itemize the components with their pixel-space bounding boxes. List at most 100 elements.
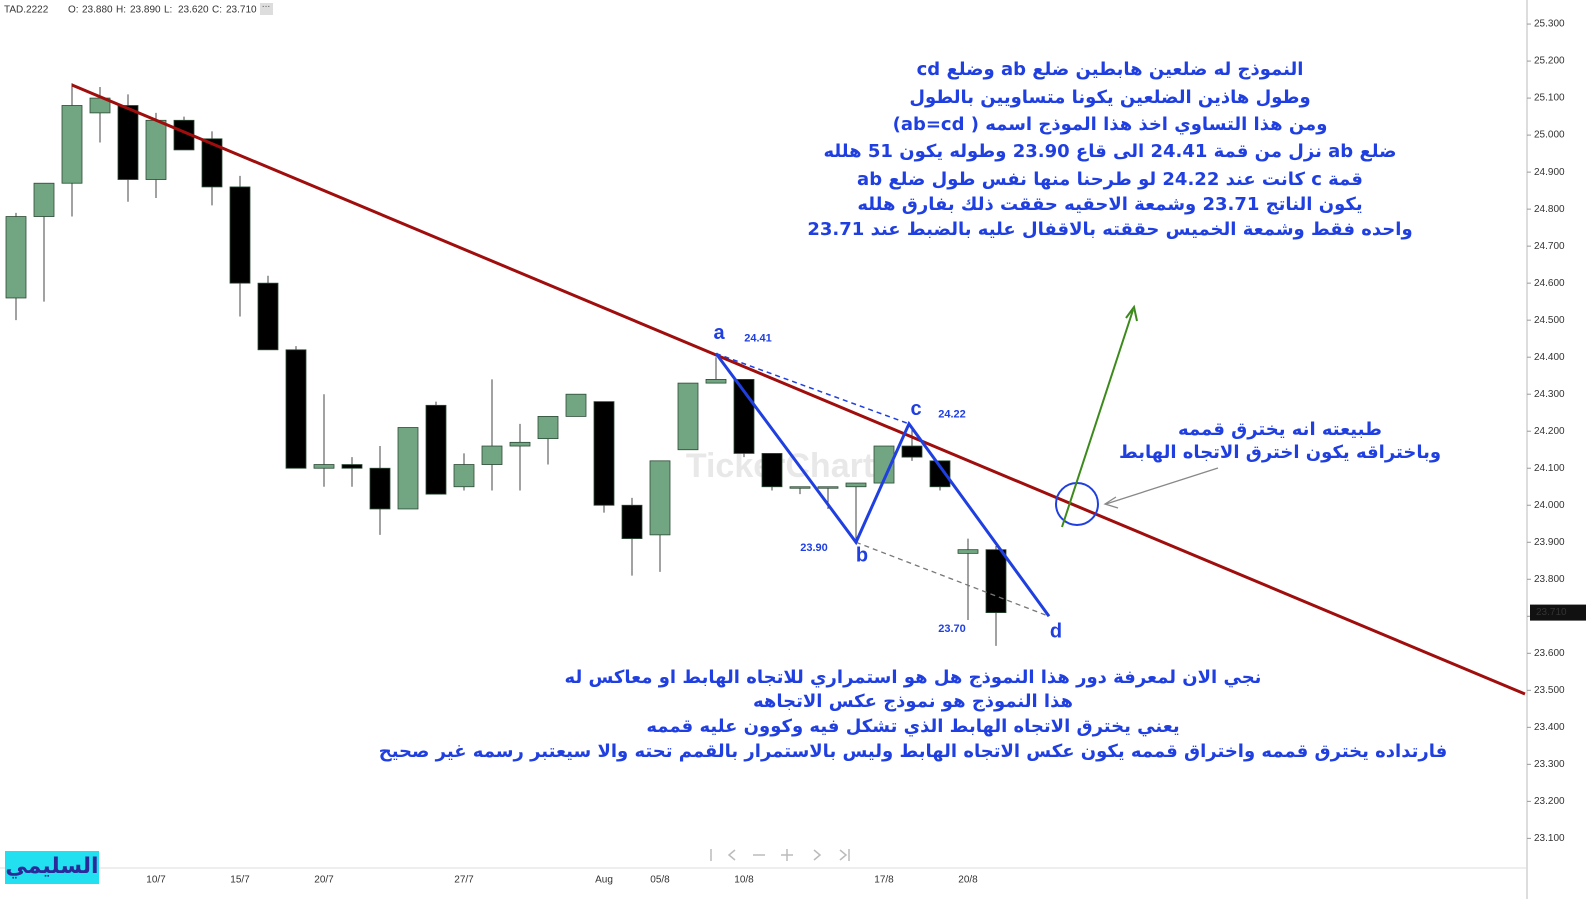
candle-body <box>649 460 671 536</box>
candle-body <box>145 119 167 180</box>
y-tick-label: 25.000 <box>1534 130 1565 141</box>
header: TAD.2222 ... O: 23.880 H: 23.890 L: 23.620 C: 2… <box>4 0 273 16</box>
header-value: 23.620 <box>178 5 209 16</box>
candle-body <box>761 453 783 488</box>
y-tick-label: 24.900 <box>1534 167 1565 178</box>
pattern-line <box>714 352 1051 618</box>
candle-body <box>425 404 447 495</box>
candle-body <box>285 349 307 469</box>
y-tick-label: 23.800 <box>1534 574 1565 585</box>
symbol: TAD.2222 <box>4 5 49 16</box>
candle-body <box>5 216 27 299</box>
up-arrow <box>1061 309 1134 528</box>
candle-body <box>313 464 335 469</box>
note-top: واحده فقط وشمعة الخميس حققته بالاقفال عل… <box>807 219 1412 240</box>
y-tick-label: 24.200 <box>1534 426 1565 437</box>
candle-body <box>481 445 503 465</box>
note-top: وطول هاذين الضلعين يكونا متساويين بالطول <box>909 87 1310 108</box>
candle-body <box>369 467 391 510</box>
note-top: النموذج له ضلعين هابطين ضلع ab وضلع cd <box>917 59 1304 80</box>
header-value: 23.890 <box>130 5 161 16</box>
candle-body <box>929 460 951 488</box>
header-value: 23.710 <box>226 5 257 16</box>
y-tick-label: 24.100 <box>1534 463 1565 474</box>
candles <box>5 83 1007 646</box>
candle-body <box>117 105 139 180</box>
candle-body <box>985 549 1007 613</box>
candle-body <box>201 138 223 188</box>
header-key: O: <box>68 5 79 16</box>
x-tick-label: 15/7 <box>230 875 250 886</box>
candle-body <box>397 427 419 510</box>
nav-right[interactable] <box>813 849 822 861</box>
y-tick-label: 24.800 <box>1534 204 1565 215</box>
dashed-ac <box>715 352 910 425</box>
note-top: ومن هذا التساوي اخذ هذا الموذج اسمه ( ab… <box>893 114 1328 135</box>
y-tick-label: 23.900 <box>1534 537 1565 548</box>
candle-body <box>61 105 83 184</box>
y-tick-label: 24.300 <box>1534 389 1565 400</box>
pattern-point-name: b <box>856 545 868 567</box>
signature: السليمي <box>5 854 98 879</box>
y-tick-label: 25.100 <box>1534 93 1565 104</box>
nav-left[interactable] <box>727 849 736 861</box>
note-bottom: هذا النموذج هو نموذج عكس الاتجاهه <box>753 691 1073 712</box>
header-value: 23.880 <box>82 5 113 16</box>
x-tick-label: 27/7 <box>454 875 474 886</box>
y-tick-label: 23.100 <box>1534 833 1565 844</box>
y-tick-label: 24.000 <box>1534 500 1565 511</box>
candle-body <box>229 186 251 284</box>
header-key: C: <box>212 5 222 16</box>
y-tick-label: 23.200 <box>1534 796 1565 807</box>
pattern: a 24.41 b 23.90 c 24.22 d 23.70 <box>713 322 1062 643</box>
x-tick-label: Aug <box>595 875 613 886</box>
note-bottom: فارتداده يخترق قممه واختراق قممه يكون عك… <box>379 741 1448 762</box>
candle-body <box>537 416 559 440</box>
y-tick-label: 24.400 <box>1534 352 1565 363</box>
x-tick-label: 20/7 <box>314 875 334 886</box>
candle-body <box>677 382 699 451</box>
note-bottom: يعني يخترق الاتجاه الهابط الذي تشكل فيه … <box>646 716 1179 737</box>
pattern-point-name: d <box>1050 621 1062 643</box>
y-tick-label: 25.200 <box>1534 56 1565 67</box>
last-price-label: 23.710 <box>1536 607 1567 618</box>
y-tick-label: 24.500 <box>1534 315 1565 326</box>
nav-controls <box>710 849 850 861</box>
candle-body <box>565 393 587 417</box>
y-tick-label: 23.600 <box>1534 648 1565 659</box>
x-tick-label: 10/7 <box>146 875 166 886</box>
header-key: L: <box>164 5 172 16</box>
pattern-point-name: c <box>910 398 921 420</box>
menu-button[interactable] <box>260 3 273 15</box>
candle-body <box>341 464 363 469</box>
last-price-box <box>1530 604 1586 621</box>
candle-body <box>453 464 475 488</box>
candle-body <box>817 486 839 489</box>
x-tick-label: 10/8 <box>734 875 754 886</box>
pointer-arrow-head <box>1103 496 1119 509</box>
candle-body <box>705 379 727 384</box>
note-top: قمة c كانت عند 24.22 لو طرحنا منها نفس ط… <box>857 169 1363 190</box>
note-right: وباختراقه يكون اخترق الاتجاه الهابط <box>1119 442 1441 463</box>
nav-end[interactable] <box>839 849 848 861</box>
y-tick-label: 23.400 <box>1534 722 1565 733</box>
up-arrow-head <box>1125 304 1138 322</box>
pattern-point-name: a <box>713 322 725 344</box>
y-tick-label: 25.300 <box>1534 19 1565 30</box>
candle-body <box>257 282 279 351</box>
signature-box <box>5 851 99 884</box>
trend-line <box>71 83 1526 696</box>
candle-body <box>593 401 615 506</box>
pattern-point-value: 23.70 <box>938 623 966 635</box>
y-tick-label: 23.300 <box>1534 759 1565 770</box>
notes: النموذج له ضلعين هابطين ضلع ab وضلع cd وط… <box>379 59 1448 762</box>
note-bottom: نجي الان لمعرفة دور هذا النموذج هل هو اس… <box>565 667 1262 688</box>
note-top: ضلع ab نزل من قمة 24.41 الى قاع 23.90 وط… <box>824 141 1397 162</box>
pattern-point-value: 24.41 <box>744 332 772 344</box>
pointer-arrow <box>1105 467 1219 505</box>
candle-body <box>509 441 531 447</box>
x-tick-label: 20/8 <box>958 875 978 886</box>
y-tick-label: 24.600 <box>1534 278 1565 289</box>
candle-body <box>845 482 867 488</box>
